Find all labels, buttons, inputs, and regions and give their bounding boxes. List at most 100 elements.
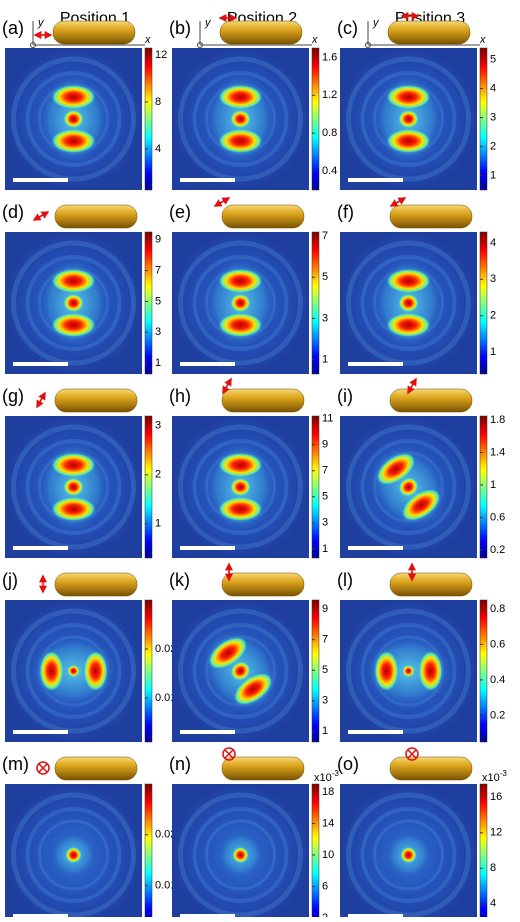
lobe: [65, 847, 82, 863]
polarization-out: [222, 747, 236, 761]
colorbar-tick-label: 1: [155, 357, 161, 369]
colorbar-tick-label: 9: [322, 439, 328, 451]
multiplier-base: x10: [314, 772, 332, 784]
lobe: [218, 129, 263, 153]
colorbar-tick-label: 11: [322, 413, 333, 425]
lobe: [386, 313, 431, 337]
colorbar-tick-label: 0.2: [490, 544, 505, 556]
colorbar-tick-label: 3: [322, 517, 328, 529]
scale-bar: [348, 914, 403, 918]
colorbar-tick-label: 0.2: [490, 709, 505, 721]
nanorod: [221, 572, 305, 597]
field-ring: [360, 623, 457, 719]
axis-label: y: [372, 17, 380, 29]
nanorod: [54, 204, 138, 229]
lobe: [208, 636, 248, 669]
field-ring: [178, 792, 303, 918]
panel: (k) 1 3 5 7 9: [169, 562, 328, 743]
polarization-out: [405, 747, 419, 761]
polarization-arrow: [36, 391, 46, 409]
panel: (o) 4 8 12 16 x10-3: [337, 747, 507, 922]
panel-label: (h): [169, 386, 191, 406]
field-ring: [11, 56, 136, 182]
scale-bar: [13, 362, 68, 366]
lobe: [51, 269, 96, 293]
panel: (h) 1 3 5 7 9 11: [169, 377, 333, 559]
colorbar-tick-label: 5: [155, 295, 161, 307]
lobe: [51, 497, 96, 521]
colorbar: [144, 783, 153, 922]
field-lobes: [370, 444, 447, 530]
panel-label: (e): [169, 202, 191, 222]
field-ring: [192, 807, 289, 903]
panel: (g) 1 2 3: [2, 386, 161, 559]
nanorod: [54, 572, 138, 597]
colorbar-tick-label: 1: [322, 543, 328, 555]
field-lobes: [51, 833, 96, 877]
field-ring: [346, 608, 471, 734]
field-ring: [360, 807, 457, 903]
colorbar: [479, 783, 488, 922]
colorbar-tick-label: 5: [322, 491, 328, 503]
panel-label: (k): [169, 570, 190, 590]
lobe: [63, 294, 84, 312]
colorbar-tick-label: 0.8: [490, 603, 505, 615]
colorbar: [479, 47, 488, 191]
colorbar-tick-label: 16: [490, 791, 502, 803]
field-ring: [360, 439, 457, 535]
nanorod: [54, 388, 138, 413]
colorbar-tick-label: 2: [490, 140, 496, 152]
colorbar: [311, 415, 320, 559]
panel-label: (j): [2, 570, 18, 590]
nanorod: [387, 20, 471, 45]
lobe: [398, 294, 419, 312]
scale-bar: [180, 730, 235, 734]
colorbar-tick-label: 9: [155, 234, 161, 246]
panel: (l) 0.2 0.4 0.6 0.8: [337, 562, 505, 743]
field-ring: [25, 623, 122, 719]
multiplier-base: x10: [482, 772, 500, 784]
field-ring: [11, 608, 136, 734]
lobe: [386, 85, 431, 109]
nanorod: [221, 204, 305, 229]
scale-bar: [180, 362, 235, 366]
nanorod: [389, 756, 473, 781]
colorbar-tick-label: 4: [490, 898, 496, 910]
colorbar-tick-label: 2: [155, 469, 161, 481]
lobe: [376, 452, 416, 485]
scale-bar: [180, 914, 235, 918]
field-ring: [346, 240, 471, 366]
nanorod: [54, 756, 138, 781]
colorbar-tick-label: 0.01: [155, 692, 176, 704]
axis-label: y: [204, 17, 212, 29]
lobe: [83, 651, 108, 691]
colorbar-tick-label: 10: [322, 849, 334, 861]
colorbar-multiplier: x10-3: [314, 769, 339, 784]
colorbar-tick-label: 1.6: [322, 51, 337, 63]
field-ring: [178, 424, 303, 550]
panel-label: (b): [169, 18, 191, 38]
field-lobes: [39, 441, 108, 533]
panel: (e) 1 3 5 7: [169, 197, 328, 375]
colorbar-tick-label: 5: [322, 664, 328, 676]
field-lobes: [206, 257, 275, 349]
field-ring: [178, 240, 303, 366]
colorbar-tick-label: 14: [322, 817, 334, 829]
panel: (j) 0.01 0.02: [2, 570, 176, 743]
colorbar-tick-label: 3: [322, 312, 328, 324]
field-ring: [192, 623, 289, 719]
lobe: [233, 673, 273, 706]
lobe: [398, 477, 419, 497]
colorbar-tick-label: 2: [322, 912, 328, 917]
colorbar-tick-label: 0.6: [490, 511, 505, 523]
lobe: [401, 489, 441, 522]
field-lobes: [374, 73, 443, 165]
panel-label: (l): [337, 570, 353, 590]
lobe: [374, 651, 399, 691]
field-ring: [178, 608, 303, 734]
field-ring: [11, 792, 136, 918]
lobe: [232, 847, 249, 863]
lobe: [51, 85, 96, 109]
colorbar-tick-label: 4: [490, 237, 496, 249]
